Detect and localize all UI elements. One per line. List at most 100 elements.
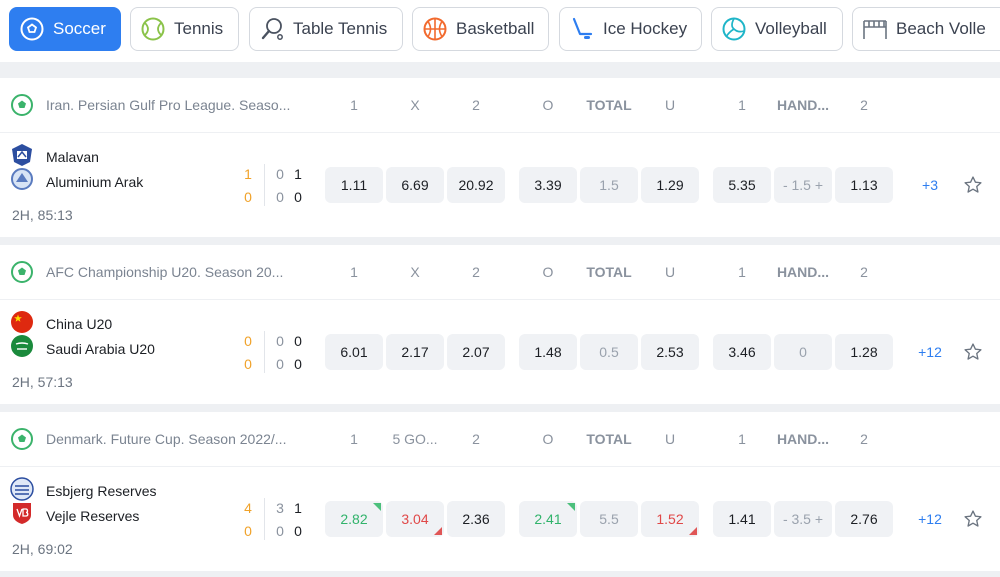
tab-tennis[interactable]: Tennis [130,7,239,51]
odds-hand-1[interactable]: 3.46 [713,334,771,370]
odds-total: 5.5 [580,501,638,537]
tab-table-tennis[interactable]: Table Tennis [249,7,403,51]
match-header: Denmark. Future Cup. Season 2022/... 1 5… [0,412,1000,467]
match-card: AFC Championship U20. Season 20... 1 X 2… [0,245,1000,404]
basketball-icon [423,17,447,41]
col-header-1: 1 [350,97,358,113]
volleyball-icon [722,17,746,41]
malavan-logo [12,144,32,166]
saudi-arabia-flag-icon [11,335,33,357]
match-header: Iran. Persian Gulf Pro League. Seaso... … [0,78,1000,133]
col-header-under: U [664,97,676,113]
odds-hand-2[interactable]: 1.28 [835,334,893,370]
odds-hand-1[interactable]: 5.35 [713,167,771,203]
odds-hand-1[interactable]: 1.41 [713,501,771,537]
away-period-score: 0 [294,189,302,205]
away-team-name[interactable]: Saudi Arabia U20 [46,341,155,357]
score-divider [264,498,265,540]
odds-hand-2[interactable]: 1.13 [835,167,893,203]
odds-1[interactable]: 1.11 [325,167,383,203]
odds-value: 6.01 [340,344,368,360]
odds-2[interactable]: 2.07 [447,334,505,370]
home-team-name[interactable]: Esbjerg Reserves [46,483,157,499]
esbjerg-logo [10,477,34,501]
odds-value: 2.76 [850,511,878,527]
favorite-star-icon[interactable] [963,342,983,362]
odds-over[interactable]: 1.48 [519,334,577,370]
ice-hockey-icon [572,17,593,39]
home-period-score: 0 [294,333,302,349]
favorite-star-icon[interactable] [963,509,983,529]
col-header-handicap: HAND... [776,264,830,280]
odds-under[interactable]: 1.52 [641,501,699,537]
tab-soccer[interactable]: Soccer [9,7,121,51]
odds-value: 1.13 [850,177,878,193]
odds-value: 1.28 [850,344,878,360]
odds-x[interactable]: 6.69 [386,167,444,203]
match-time: 2H, 85:13 [12,207,73,223]
odds-handicap: 0 [774,334,832,370]
odds-value: 2.41 [534,511,562,527]
vejle-logo [13,503,31,524]
league-name[interactable]: Iran. Persian Gulf Pro League. Seaso... [46,97,291,113]
away-team-name[interactable]: Aluminium Arak [46,174,144,190]
col-header-hand-2: 2 [860,97,868,113]
col-header-2: 2 [472,431,480,447]
col-header-total: TOTAL [586,264,632,280]
col-header-over: O [542,97,554,113]
odds-over[interactable]: 3.39 [519,167,577,203]
odds-under[interactable]: 2.53 [641,334,699,370]
col-header-hand-2: 2 [860,264,868,280]
col-header-hand-1: 1 [738,431,746,447]
col-header-under: U [664,264,676,280]
col-header-1: 1 [350,264,358,280]
col-header-handicap: HAND... [776,431,830,447]
away-period-score: 0 [294,356,302,372]
col-header-hand-1: 1 [738,97,746,113]
score-divider [264,331,265,373]
odds-value: 3.46 [728,344,756,360]
more-markets-link[interactable]: +3 [922,177,938,193]
home-team-name[interactable]: Malavan [46,149,99,165]
tab-beach-volleyball[interactable]: Beach Volle [852,7,1000,51]
odds-handicap: - 1.5 + [774,167,832,203]
col-header-goals: 5 GO... [392,431,438,447]
odds-value: 6.69 [401,177,429,193]
home-score: 0 [244,333,252,349]
more-markets-link[interactable]: +12 [918,344,942,360]
odds-value: 3.39 [534,177,562,193]
odds-x[interactable]: 2.17 [386,334,444,370]
col-header-x: X [410,264,420,280]
favorite-star-icon[interactable] [963,175,983,195]
league-name[interactable]: AFC Championship U20. Season 20... [46,264,284,280]
odds-value: 1.48 [534,344,562,360]
league-name[interactable]: Denmark. Future Cup. Season 2022/... [46,431,287,447]
odds-under[interactable]: 1.29 [641,167,699,203]
odds-value: 1.5 [599,177,619,193]
aluminium-arak-logo [11,168,33,190]
tab-volleyball[interactable]: Volleyball [711,7,843,51]
away-period-score: 0 [294,523,302,539]
soccer-league-icon [11,261,33,283]
odds-value: 2.82 [340,511,368,527]
odds-2[interactable]: 20.92 [447,167,505,203]
col-header-x: X [410,97,420,113]
odds-handicap: - 3.5 + [774,501,832,537]
odds-value: 5.5 [599,511,619,527]
odds-2[interactable]: 2.36 [447,501,505,537]
odds-over[interactable]: 2.41 [519,501,577,537]
odds-value: 0.5 [599,344,619,360]
home-score: 4 [244,500,252,516]
away-team-name[interactable]: Vejle Reserves [46,508,140,524]
tab-ice-hockey[interactable]: Ice Hockey [559,7,702,51]
tab-basketball[interactable]: Basketball [412,7,549,51]
home-team-name[interactable]: China U20 [46,316,113,332]
odds-goals[interactable]: 3.04 [386,501,444,537]
sports-tab-bar: Soccer Tennis Table Tennis Basketball Ic… [0,0,1000,62]
china-flag-icon [11,311,33,333]
odds-1[interactable]: 6.01 [325,334,383,370]
odds-1[interactable]: 2.82 [325,501,383,537]
odds-value: 3.04 [401,511,429,527]
odds-hand-2[interactable]: 2.76 [835,501,893,537]
more-markets-link[interactable]: +12 [918,511,942,527]
